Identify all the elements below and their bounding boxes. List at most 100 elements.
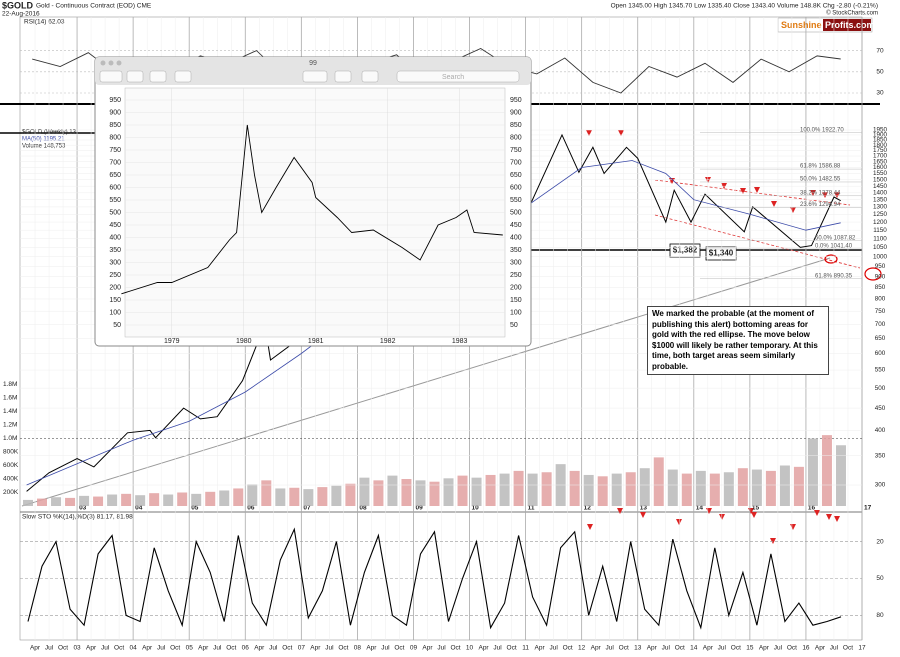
- share[interactable]: [174, 70, 192, 83]
- zoom-in[interactable]: [149, 70, 167, 83]
- x-tick-label: Apr: [815, 645, 826, 652]
- volume-bar: [65, 497, 76, 506]
- x-tick-label: Apr: [198, 645, 209, 652]
- x-tick-label: Jul: [157, 645, 166, 652]
- x-tick-label: Oct: [787, 645, 797, 652]
- price-label: $1,382: [673, 246, 698, 255]
- volume-bar: [751, 469, 762, 506]
- x-tick-label: Oct: [507, 645, 517, 652]
- stoch-line: [27, 527, 842, 630]
- y-tick-label: 50: [113, 322, 121, 329]
- year-label: 15: [752, 505, 760, 512]
- rotate[interactable]: [334, 70, 352, 83]
- volume-bar: [93, 496, 104, 506]
- y-tick-label: 80: [876, 612, 884, 619]
- x-tick-label: Jul: [606, 645, 615, 652]
- volume-bar: [359, 477, 370, 506]
- x-tick-label: 1981: [308, 338, 324, 345]
- y-tick-label: 750: [109, 147, 121, 154]
- x-tick-label: Oct: [338, 645, 348, 652]
- y-tick-label: 350: [109, 247, 121, 254]
- trend-line: [21, 257, 831, 507]
- year-label: 12: [584, 505, 592, 512]
- y-tick-label: 950: [875, 263, 886, 270]
- y-tick-label: 1150: [873, 227, 887, 234]
- x-tick-label: 1979: [164, 338, 180, 345]
- x-tick-label: 07: [298, 645, 306, 652]
- x-tick-label: Jul: [774, 645, 783, 652]
- zoom-out[interactable]: [126, 70, 144, 83]
- volume-bar: [79, 495, 90, 506]
- y-tick-label: 300: [510, 259, 522, 266]
- y-tick-label: 700: [109, 159, 121, 166]
- channel-line: [654, 179, 851, 206]
- y-tick-label: 250: [510, 272, 522, 279]
- volume-bar: [457, 475, 468, 506]
- x-tick-label: 06: [242, 645, 250, 652]
- markup[interactable]: [302, 70, 328, 83]
- x-tick-label: 16: [802, 645, 810, 652]
- year-label: 08: [359, 505, 367, 512]
- volume-bar: [723, 472, 734, 506]
- fib-label: 0.0% 1041.40: [815, 244, 853, 250]
- y-tick-label: 350: [875, 452, 886, 459]
- volume-bar: [667, 469, 678, 506]
- y-tick-label: 1700: [873, 153, 888, 160]
- x-tick-label: Oct: [731, 645, 741, 652]
- volume-bar: [681, 473, 692, 506]
- x-tick-label: Apr: [647, 645, 658, 652]
- channel-line: [654, 214, 861, 269]
- volume-bar: [345, 483, 356, 506]
- volume-bar: [37, 498, 48, 506]
- y-tick-label: 1450: [873, 183, 888, 190]
- window-button[interactable]: [116, 60, 122, 66]
- volume-bar: [51, 497, 62, 506]
- inset-price-line: [121, 124, 503, 295]
- window-title: 99: [309, 60, 317, 67]
- x-tick-label: 15: [746, 645, 754, 652]
- legend: $GOLD (Weekly) 13: [22, 130, 77, 136]
- y-tick-label: 1800: [873, 142, 888, 149]
- y-tick-label: 350: [510, 247, 522, 254]
- x-tick-label: Apr: [478, 645, 489, 652]
- x-tick-label: Oct: [563, 645, 573, 652]
- y-tick-label: 50: [876, 575, 884, 582]
- y-tick-label: 400: [875, 427, 886, 434]
- x-tick-label: 13: [634, 645, 642, 652]
- y-tick-label: 1050: [873, 244, 888, 251]
- volume-bar: [499, 473, 510, 506]
- volume-bar: [625, 472, 636, 506]
- y-tick-label: 650: [875, 335, 886, 342]
- x-tick-label: 1982: [380, 338, 396, 345]
- y-tick-label: 600: [875, 350, 886, 357]
- sidebar-button[interactable]: [99, 70, 123, 83]
- toolbox[interactable]: [361, 70, 379, 83]
- year-label: 17: [864, 505, 872, 512]
- volume-bar: [149, 493, 160, 506]
- volume-bar: [135, 495, 146, 506]
- y-tick-label: 850: [875, 284, 886, 291]
- year-label: 03: [79, 505, 87, 512]
- window-button[interactable]: [100, 60, 106, 66]
- y-tick-label: 850: [510, 122, 522, 129]
- volume-bar: [541, 472, 552, 506]
- x-tick-label: 10: [466, 645, 474, 652]
- volume-tick-label: 800K: [3, 449, 19, 456]
- y-tick-label: 70: [876, 47, 884, 54]
- x-tick-label: 04: [130, 645, 138, 652]
- volume-bar: [401, 479, 412, 506]
- y-tick-label: 400: [510, 234, 522, 241]
- target-ellipse: [824, 254, 838, 264]
- y-tick-label: 150: [510, 297, 522, 304]
- volume-bar: [233, 488, 244, 506]
- inset-window: Search 99 950 950 900 900 850 850 800 800 750 750…: [94, 56, 532, 347]
- x-tick-label: Apr: [759, 645, 770, 652]
- x-tick-label: Jul: [830, 645, 839, 652]
- search-box[interactable]: [396, 70, 520, 83]
- x-tick-label: Oct: [226, 645, 236, 652]
- volume-tick-label: 1.2M: [3, 422, 17, 429]
- volume-bar: [373, 480, 384, 506]
- y-tick-label: 30: [876, 90, 884, 97]
- y-tick-label: 700: [510, 159, 522, 166]
- window-button[interactable]: [108, 60, 114, 66]
